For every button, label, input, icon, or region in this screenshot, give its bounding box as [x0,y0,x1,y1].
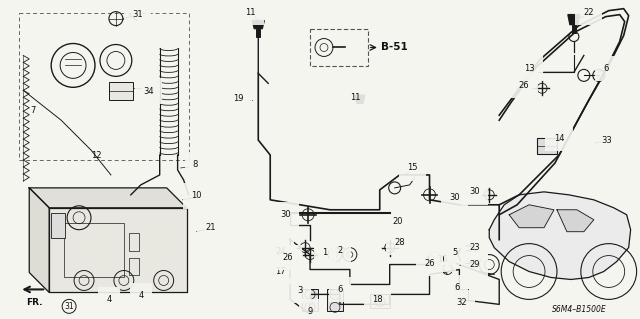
Text: 4: 4 [138,291,143,300]
Bar [129,233,139,251]
Polygon shape [29,188,49,293]
Bar [370,294,390,308]
Bar [454,289,468,300]
Text: 8: 8 [193,160,198,169]
Text: 21: 21 [205,223,216,232]
Text: 31: 31 [64,302,74,311]
Bar [256,29,260,37]
Bar [537,138,557,154]
Text: 17: 17 [275,267,285,276]
Text: 5: 5 [452,248,458,257]
Text: 34: 34 [143,87,154,96]
Text: 23: 23 [469,243,479,252]
Text: 31: 31 [132,10,143,19]
Text: 3: 3 [298,286,303,295]
Polygon shape [29,188,187,208]
Bar [310,29,368,66]
Polygon shape [49,208,187,293]
Bar [51,213,65,238]
Polygon shape [568,15,580,25]
Text: 19: 19 [233,94,244,103]
Text: 26: 26 [283,253,294,262]
Text: 30: 30 [280,210,291,219]
Polygon shape [252,21,264,29]
Text: 26: 26 [519,81,529,90]
Text: 15: 15 [407,163,418,173]
Bar [19,13,189,160]
Text: 13: 13 [524,64,534,73]
Bar [129,257,139,276]
Text: 16: 16 [437,255,448,264]
Bar [572,25,576,33]
Text: 6: 6 [603,64,609,73]
Bar [327,289,343,311]
Text: 28: 28 [394,238,405,247]
Polygon shape [509,205,554,228]
Text: 4: 4 [106,295,111,304]
Bar [64,223,124,278]
Text: 32: 32 [456,298,467,307]
Text: FR.: FR. [26,298,42,307]
Text: 14: 14 [554,134,564,143]
Polygon shape [557,210,594,232]
Text: 12: 12 [91,151,101,160]
Text: 30: 30 [449,193,460,202]
Text: 1: 1 [323,248,328,257]
Text: 18: 18 [372,295,383,304]
Bar [302,289,318,311]
Text: 9: 9 [307,307,313,316]
Text: 29: 29 [469,260,479,269]
Text: 22: 22 [584,8,594,17]
Text: 2: 2 [337,246,342,255]
Text: B-51: B-51 [381,42,408,53]
Text: 10: 10 [191,191,202,200]
Polygon shape [489,192,630,279]
Text: 11: 11 [245,8,255,17]
Polygon shape [355,95,365,103]
Text: 7: 7 [31,106,36,115]
Text: S6M4–B1500E: S6M4–B1500E [552,305,606,314]
Text: 30: 30 [469,187,479,197]
Text: 26: 26 [424,259,435,268]
Bar [109,82,133,100]
Text: 11: 11 [349,93,360,102]
Text: 6: 6 [337,285,342,294]
Text: 20: 20 [392,217,403,226]
Text: 24: 24 [275,247,285,256]
Text: 6: 6 [454,283,460,292]
Text: 33: 33 [602,136,612,145]
